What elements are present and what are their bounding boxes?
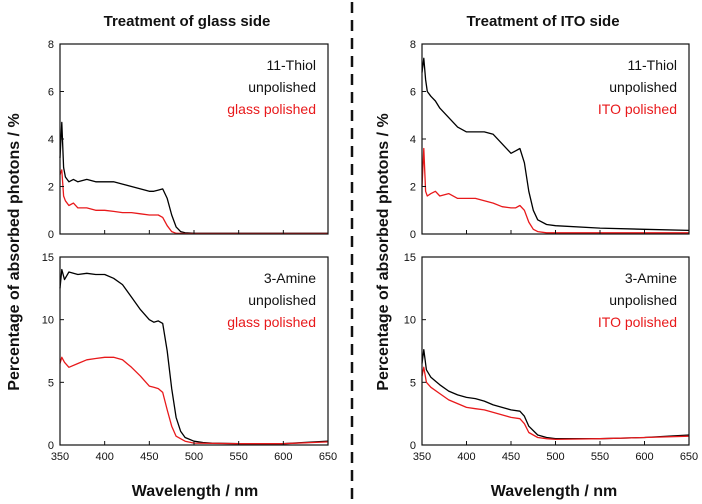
x-tick-label-ito-amine-3: 500: [546, 451, 564, 463]
legend-entry-glass-amine-0: 3-Amine: [264, 270, 316, 286]
series-line-ito-thiol-0: [421, 57, 690, 232]
x-tick-label-glass-amine-1: 400: [95, 451, 113, 463]
series-line-glass-thiol-0: [59, 121, 328, 234]
legend-entry-ito-amine-1: unpolished: [609, 292, 677, 308]
x-tick-label-glass-amine-6: 650: [319, 451, 337, 463]
legend-entry-ito-thiol-2: ITO polished: [598, 101, 677, 117]
y-tick-label-glass-amine-3: 15: [42, 252, 54, 264]
legend-entry-glass-thiol-2: glass polished: [227, 101, 316, 117]
x-tick-label-glass-amine-2: 450: [140, 451, 158, 463]
series-line-ito-amine-0: [421, 349, 690, 440]
panel-glass-thiol: 0 2 4 6 8 11-Thiol unpolished glass polished: [48, 39, 329, 241]
y-tick-label-ito-thiol-2: 4: [410, 134, 416, 146]
panel-glass-amine: 350 400 450 500 550 600 650 0 5 10 15 3-Amine unpoli…: [42, 252, 337, 463]
y-tick-label-glass-amine-2: 10: [42, 315, 54, 327]
y-tick-label-glass-thiol-4: 8: [48, 39, 54, 51]
column-title-glass: Treatment of glass side: [104, 13, 271, 30]
panel-ito-thiol: 0 2 4 6 8 11-Thiol unpolished ITO polished: [410, 39, 690, 241]
legend-entry-ito-thiol-1: unpolished: [609, 79, 677, 95]
x-tick-label-ito-amine-5: 600: [635, 451, 653, 463]
y-tick-label-ito-thiol-0: 0: [410, 229, 416, 241]
x-tick-label-glass-amine-3: 500: [185, 451, 203, 463]
series-line-ito-thiol-1: [421, 147, 689, 234]
column-title-ito: Treatment of ITO side: [466, 13, 619, 30]
y-tick-label-glass-thiol-0: 0: [48, 229, 54, 241]
legend-entry-glass-amine-2: glass polished: [227, 314, 316, 330]
series-line-glass-thiol-1: [59, 169, 328, 235]
x-tick-label-glass-amine-4: 550: [229, 451, 247, 463]
x-tick-label-ito-amine-4: 550: [591, 451, 609, 463]
y-tick-label-ito-amine-1: 5: [410, 377, 416, 389]
series-line-glass-amine-0: [59, 268, 329, 445]
x-axis-title-left: Wavelength / nm: [132, 483, 259, 500]
x-tick-label-ito-amine-6: 650: [680, 451, 698, 463]
legend-entry-glass-thiol-0: 11-Thiol: [266, 57, 316, 73]
panel-ito-amine: 350 400 450 500 550 600 650 0 5 10 15 3-Amine unpoli…: [404, 252, 698, 463]
x-axis-title-right: Wavelength / nm: [491, 483, 618, 500]
x-tick-label-ito-amine-1: 400: [457, 451, 475, 463]
x-tick-label-ito-amine-2: 450: [502, 451, 520, 463]
y-tick-label-glass-thiol-3: 6: [48, 87, 54, 99]
x-tick-label-glass-amine-5: 600: [274, 451, 292, 463]
series-line-glass-amine-1: [59, 356, 329, 445]
y-tick-label-ito-amine-0: 0: [410, 440, 416, 452]
y-tick-label-ito-thiol-4: 8: [410, 39, 416, 51]
y-tick-label-glass-amine-1: 5: [48, 377, 54, 389]
x-tick-label-ito-amine-0: 350: [413, 451, 431, 463]
legend-entry-ito-amine-2: ITO polished: [598, 314, 677, 330]
y-tick-label-ito-thiol-1: 2: [410, 182, 416, 194]
y-axis-title-right: Percentage of absorbed photons / %: [375, 113, 392, 390]
legend-entry-ito-thiol-0: 11-Thiol: [627, 57, 677, 73]
y-tick-label-ito-amine-3: 15: [404, 252, 416, 264]
x-tick-label-glass-amine-0: 350: [51, 451, 69, 463]
y-tick-label-glass-thiol-1: 2: [48, 182, 54, 194]
legend-entry-ito-amine-0: 3-Amine: [625, 270, 677, 286]
legend-entry-glass-amine-1: unpolished: [248, 292, 316, 308]
y-axis-title-left: Percentage of absorbed photons / %: [6, 113, 23, 390]
y-tick-label-ito-thiol-3: 6: [410, 87, 416, 99]
y-tick-label-ito-amine-2: 10: [404, 315, 416, 327]
series-line-ito-amine-1: [421, 366, 690, 441]
y-tick-label-glass-thiol-2: 4: [48, 134, 54, 146]
y-tick-label-glass-amine-0: 0: [48, 440, 54, 452]
legend-entry-glass-thiol-1: unpolished: [248, 79, 316, 95]
